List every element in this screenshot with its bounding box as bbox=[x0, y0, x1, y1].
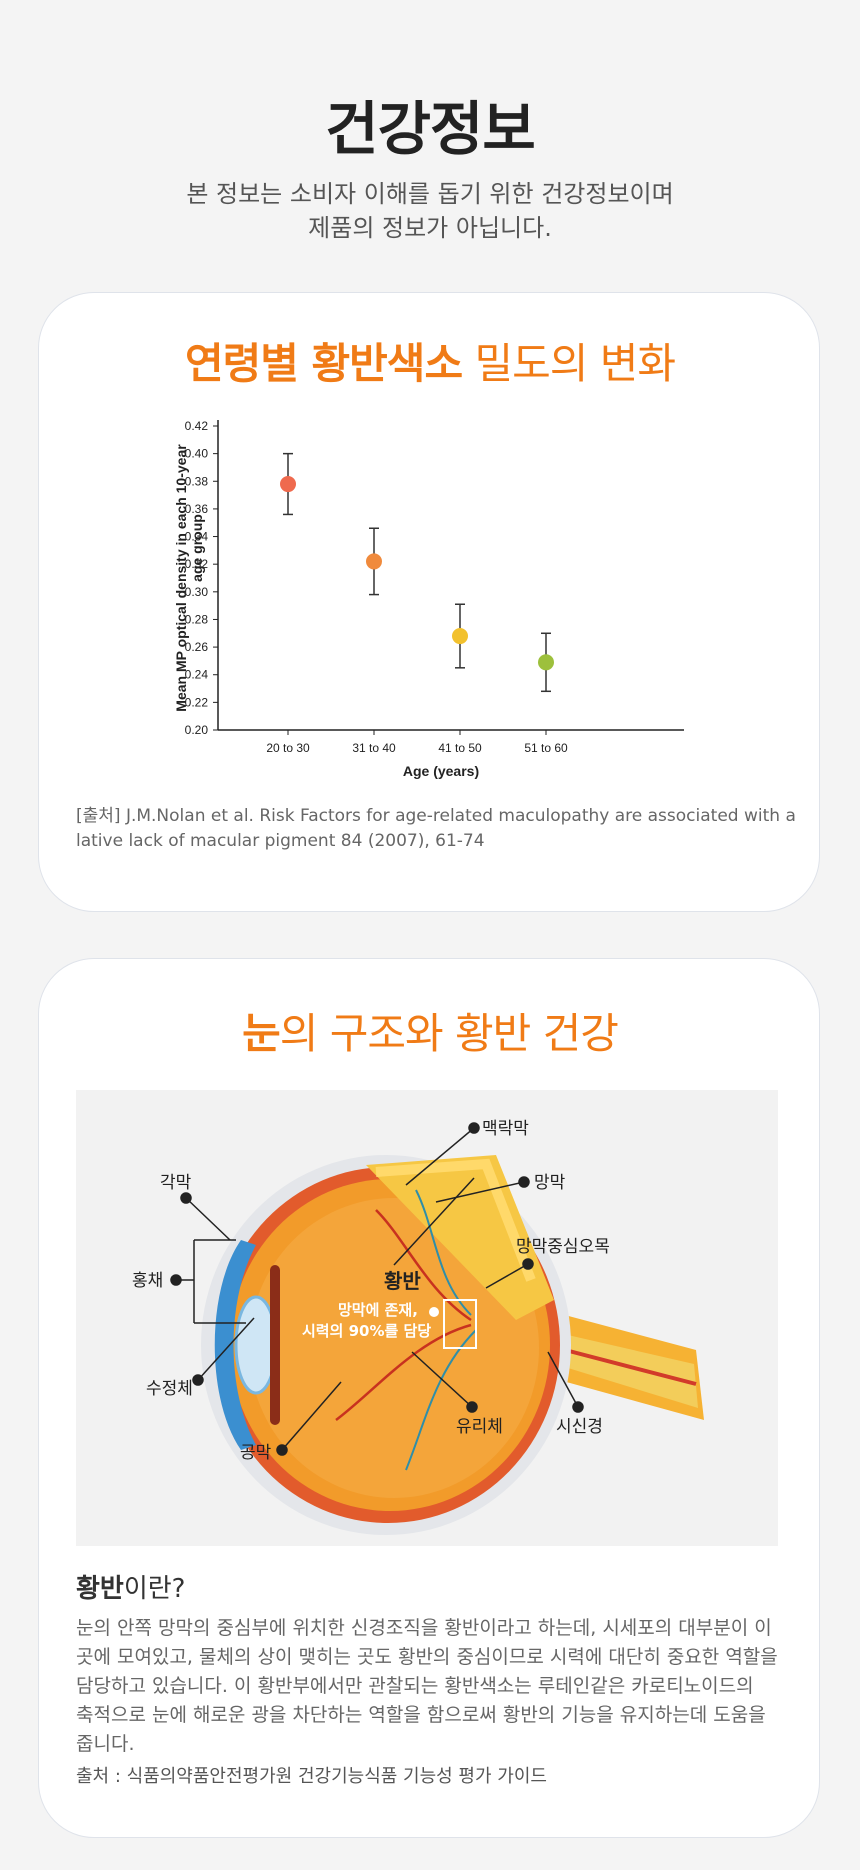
label-lens: 수정체 bbox=[146, 1379, 193, 1399]
cornea-shape bbox=[214, 1240, 256, 1450]
title-highlight: 눈 bbox=[242, 1009, 281, 1058]
data-point bbox=[538, 654, 554, 671]
subtitle-line-1: 본 정보는 소비자 이해를 돕기 위한 건강정보이며 bbox=[186, 180, 674, 208]
chart-svg: 0.20 0.22 0.24 0.26 0.28 0.30 0.32 0.34 0.36 0.38… bbox=[173, 419, 684, 779]
page-title: 건강정보 bbox=[325, 95, 535, 163]
y-tick-label: 0.20 bbox=[185, 723, 209, 737]
title-rest: 밀도의 변화 bbox=[462, 339, 676, 388]
chart-source: [출처] J.M.Nolan et al. Risk Factors for a… bbox=[76, 806, 796, 851]
label-optic-nerve: 시신경 bbox=[556, 1417, 603, 1437]
label-macula-desc-2: 시력의 90%를 담당 bbox=[302, 1322, 431, 1340]
label-sclera: 공막 bbox=[240, 1443, 272, 1463]
y-tick-label: 0.26 bbox=[185, 640, 209, 654]
macular-density-title: 연령별 황반색소 밀도의 변화 bbox=[0, 330, 860, 391]
eye-source: 출처 : 식품의약품안전평가원 건강기능식품 기능성 평가 가이드 bbox=[76, 1766, 547, 1787]
x-tick-label: 31 to 40 bbox=[352, 741, 396, 755]
y-tick-label: 0.22 bbox=[185, 695, 209, 709]
x-tick-label: 20 to 30 bbox=[266, 741, 310, 755]
y-tick-label: 0.28 bbox=[185, 612, 209, 626]
macular-density-chart: 0.20 0.22 0.24 0.26 0.28 0.30 0.32 0.34 0.36 0.38… bbox=[136, 412, 696, 786]
page-subtitle: 본 정보는 소비자 이해를 돕기 위한 건강정보이며 제품의 정보가 아닙니다. bbox=[0, 177, 860, 245]
eye-illustration: 맥락막 각막 망막 망막중심오목 홍채 황반 망막에 존재, 시력의 90%를 … bbox=[132, 1119, 704, 1535]
data-point bbox=[366, 553, 382, 570]
label-cornea: 각막 bbox=[160, 1173, 192, 1193]
y-tick-label: 0.40 bbox=[185, 447, 209, 461]
x-tick-label: 41 to 50 bbox=[438, 741, 482, 755]
title-highlight: 연령별 황반색소 bbox=[184, 339, 463, 388]
macula-description: 눈의 안쪽 망막의 중심부에 위치한 신경조직을 황반이라고 하는데, 시세포의… bbox=[76, 1617, 778, 1755]
cutaway-shape bbox=[366, 1155, 554, 1320]
macular-density-card bbox=[38, 292, 820, 912]
question-rest: 이란? bbox=[123, 1574, 186, 1604]
label-vitreous: 유리체 bbox=[456, 1417, 503, 1437]
y-axis-title-line1: Mean MP optical density in each 10-year bbox=[173, 444, 189, 712]
data-point bbox=[280, 476, 296, 493]
label-choroid: 맥락막 bbox=[482, 1119, 529, 1139]
label-retina: 망막 bbox=[534, 1173, 566, 1193]
y-tick-label: 0.30 bbox=[185, 585, 209, 599]
optic-nerve-shape bbox=[541, 1310, 704, 1420]
y-tick-label: 0.24 bbox=[185, 668, 209, 682]
vitreous-shape bbox=[249, 1198, 539, 1498]
subtitle-line-2: 제품의 정보가 아닙니다. bbox=[308, 214, 552, 242]
y-tick-label: 0.34 bbox=[185, 530, 209, 544]
y-axis-title-line2: age group bbox=[189, 514, 205, 582]
x-axis-title: Age (years) bbox=[403, 763, 479, 779]
question-bold: 황반 bbox=[76, 1574, 124, 1604]
macula-box bbox=[443, 1299, 477, 1349]
eye-diagram: 맥락막 각막 망막 망막중심오목 홍채 황반 망막에 존재, 시력의 90%를 … bbox=[76, 1090, 778, 1546]
y-tick-label: 0.36 bbox=[185, 502, 209, 516]
macula-question: 황반이란? bbox=[76, 1568, 185, 1605]
y-tick-label: 0.32 bbox=[185, 557, 209, 571]
y-tick-label: 0.38 bbox=[185, 474, 209, 488]
label-macula: 황반 bbox=[384, 1269, 421, 1293]
y-tick-label: 0.42 bbox=[185, 419, 209, 433]
eye-structure-title: 눈의 구조와 황반 건강 bbox=[0, 1000, 860, 1061]
title-rest: 의 구조와 황반 건강 bbox=[279, 1009, 619, 1058]
x-tick-label: 51 to 60 bbox=[524, 741, 568, 755]
data-point bbox=[452, 628, 468, 645]
label-iris: 홍채 bbox=[132, 1271, 163, 1291]
label-macula-desc-1: 망막에 존재, bbox=[338, 1301, 418, 1319]
label-fovea: 망막중심오목 bbox=[516, 1237, 610, 1257]
